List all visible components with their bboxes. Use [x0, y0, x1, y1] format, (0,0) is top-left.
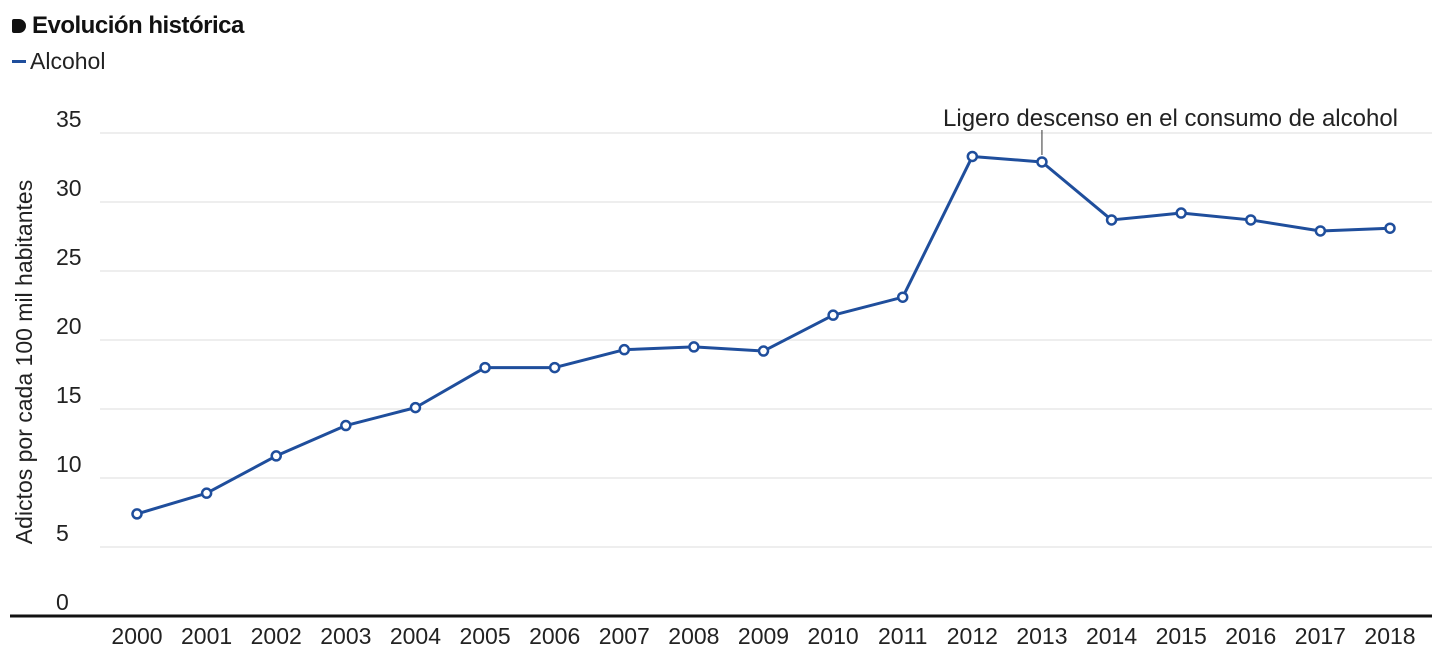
y-axis-ticks: 0 5 10 15 20 25 30 35	[56, 106, 82, 615]
y-tick-label-15: 15	[56, 382, 82, 408]
data-point-2012	[966, 150, 979, 163]
annotations: Ligero descenso en el consumo de alcohol	[943, 105, 1398, 155]
x-axis-ticks: 2000 2001 2002 2003 2004 2005 2006 2007 2008 2009…	[111, 623, 1415, 649]
x-tick-label-2013: 2013	[1016, 623, 1067, 649]
x-tick-label-2001: 2001	[181, 623, 232, 649]
series-line-0	[136, 154, 1391, 516]
y-tick-label-10: 10	[56, 451, 82, 477]
data-point-2006	[548, 361, 561, 374]
legend-label-alcohol: Alcohol	[30, 48, 106, 74]
data-point-2015	[1175, 207, 1187, 219]
x-tick-label-2014: 2014	[1086, 623, 1137, 649]
x-tick-label-2015: 2015	[1156, 623, 1207, 649]
x-tick-label-2004: 2004	[390, 623, 441, 649]
x-tick-label-2000: 2000	[111, 623, 162, 649]
data-point-2000	[131, 508, 143, 520]
y-tick-label-30: 30	[56, 175, 82, 201]
x-tick-label-2009: 2009	[738, 623, 789, 649]
gridlines	[10, 132, 1432, 618]
data-point-2009	[757, 345, 770, 357]
data-point-2013	[1036, 156, 1048, 168]
chart-title: Evolución histórica	[32, 12, 244, 39]
title-marker-icon	[12, 19, 26, 33]
x-tick-label-2003: 2003	[320, 623, 371, 649]
x-tick-label-2005: 2005	[459, 623, 510, 649]
data-point-2011	[896, 291, 909, 303]
data-point-2016	[1245, 214, 1257, 226]
x-tick-label-2017: 2017	[1295, 623, 1346, 649]
legend: Alcohol	[12, 48, 105, 75]
y-tick-label-25: 25	[56, 244, 82, 270]
data-point-2001	[200, 487, 213, 499]
annotation-text-0: Ligero descenso en el consumo de alcohol	[943, 105, 1398, 132]
y-tick-label-35: 35	[56, 106, 82, 132]
x-tick-label-2011: 2011	[878, 623, 927, 649]
data-point-2018	[1384, 222, 1396, 234]
data-point-2005	[479, 361, 491, 374]
data-point-2010	[827, 309, 839, 321]
x-tick-label-2018: 2018	[1364, 623, 1415, 649]
x-tick-label-2008: 2008	[668, 623, 719, 649]
data-point-2007	[618, 343, 631, 356]
x-tick-label-2016: 2016	[1225, 623, 1276, 649]
legend-swatch-alcohol	[12, 60, 26, 63]
y-tick-label-20: 20	[56, 313, 82, 339]
data-point-2002	[270, 450, 282, 462]
x-tick-label-2007: 2007	[599, 623, 650, 649]
y-tick-label-0: 0	[56, 589, 69, 615]
x-tick-label-2002: 2002	[251, 623, 302, 649]
data-point-2017	[1314, 225, 1327, 237]
data-point-2014	[1105, 214, 1118, 226]
y-tick-label-5: 5	[56, 520, 69, 546]
data-point-2003	[340, 419, 352, 432]
x-tick-label-2006: 2006	[529, 623, 580, 649]
x-tick-label-2012: 2012	[947, 623, 998, 649]
y-axis-label: Adictos por cada 100 mil habitantes	[11, 180, 37, 544]
data-point-2008	[688, 341, 700, 353]
x-tick-label-2010: 2010	[808, 623, 859, 649]
series	[131, 150, 1396, 520]
data-point-2004	[409, 401, 422, 414]
chart-title-block: Evolución histórica	[12, 12, 244, 40]
